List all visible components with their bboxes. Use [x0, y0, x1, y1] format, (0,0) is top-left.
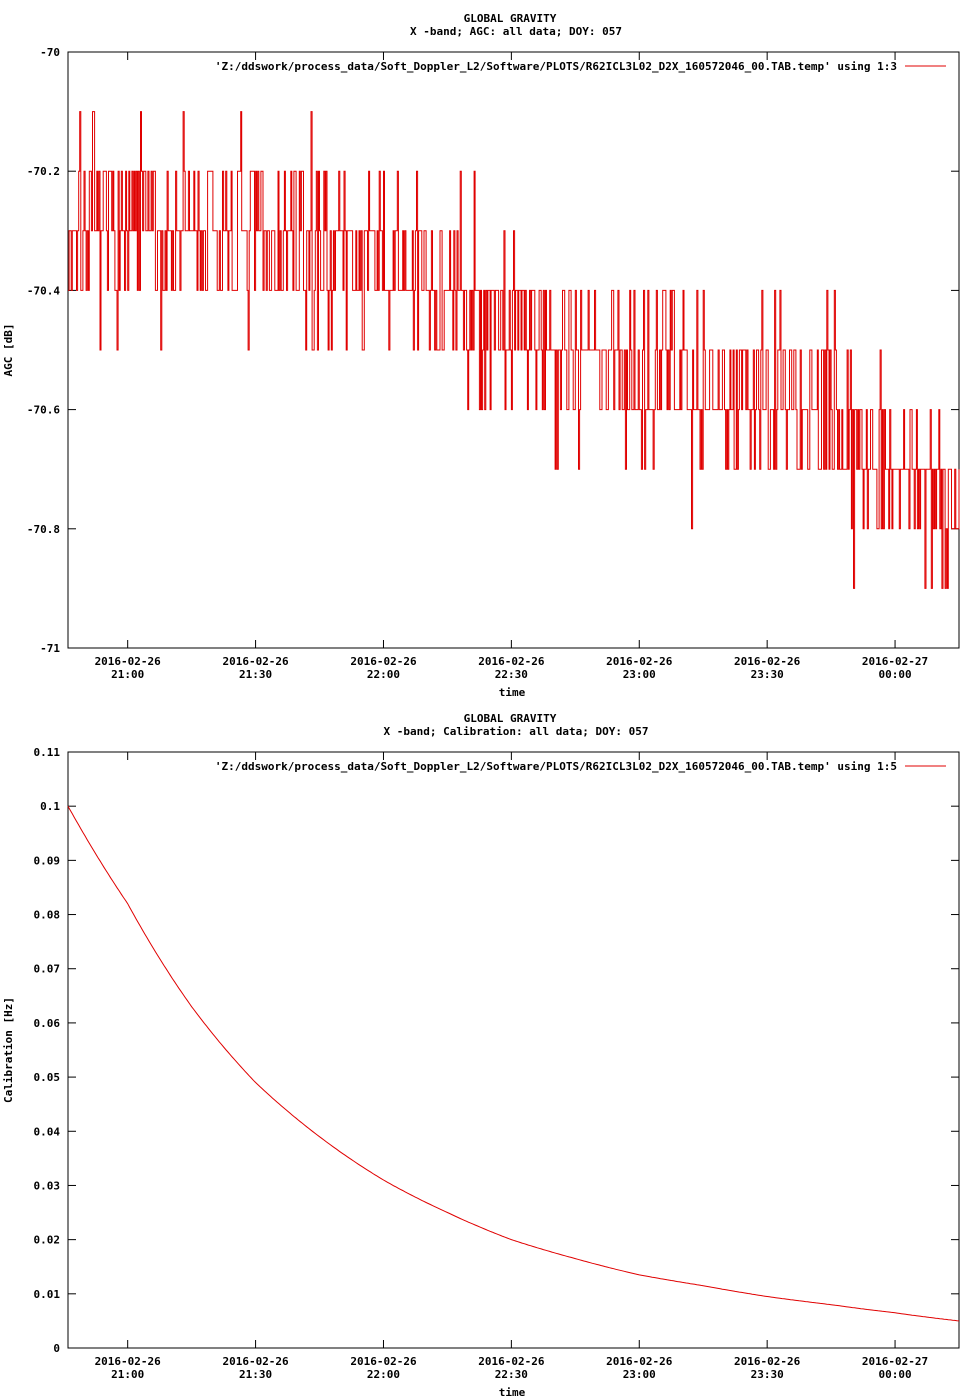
- x-tick-time-label: 00:00: [878, 668, 911, 681]
- x-tick-date-label: 2016-02-26: [734, 1355, 801, 1368]
- y-tick-label: 0.02: [34, 1234, 61, 1247]
- y-tick-label: 0: [53, 1342, 60, 1355]
- x-tick-date-label: 2016-02-26: [350, 655, 417, 668]
- y-tick-label: 0.09: [34, 854, 61, 867]
- calibration-chart-title: GLOBAL GRAVITY: [464, 712, 557, 725]
- x-tick-time-label: 00:00: [878, 1368, 911, 1381]
- calibration-axis-ticks: 0 0.01 0.02 0.03 0.04 0.05 0.06 0.07 0.08 0.09 0.1…: [34, 746, 959, 1381]
- y-tick-label: 0.1: [40, 800, 60, 813]
- agc-chart-subtitle: X -band; AGC: all data; DOY: 057: [410, 25, 622, 38]
- x-tick-time-label: 23:00: [623, 1368, 656, 1381]
- calibration-chart-subtitle: X -band; Calibration: all data; DOY: 057: [384, 725, 649, 738]
- y-tick-label: -70.2: [27, 165, 60, 178]
- agc-plot-frame: [67, 51, 960, 649]
- x-tick-time-label: 23:00: [623, 668, 656, 681]
- y-tick-label: -71: [40, 642, 60, 655]
- y-tick-label: 0.08: [34, 909, 61, 922]
- x-tick-time-label: 21:30: [239, 1368, 272, 1381]
- x-tick-date-label: 2016-02-26: [606, 655, 673, 668]
- x-tick-time-label: 22:00: [367, 1368, 400, 1381]
- calibration-x-axis-label: time: [499, 1386, 526, 1399]
- y-tick-label: -70: [40, 46, 60, 59]
- x-tick-date-label: 2016-02-26: [350, 1355, 417, 1368]
- y-tick-label: 0.04: [34, 1125, 61, 1138]
- y-tick-label: 0.06: [34, 1017, 61, 1030]
- x-tick-time-label: 22:30: [495, 668, 528, 681]
- calibration-y-axis-label: Calibration [Hz]: [2, 997, 15, 1103]
- calibration-legend-label: 'Z:/ddswork/process_data/Soft_Doppler_L2…: [215, 760, 897, 773]
- agc-y-axis-label: AGC [dB]: [2, 324, 15, 377]
- calibration-chart: GLOBAL GRAVITY X -band; Calibration: all…: [2, 712, 960, 1399]
- y-tick-label: 0.01: [34, 1288, 61, 1301]
- agc-axis-ticks: -70-70.2-70.4-70.6-70.8-712016-02-2621:0…: [27, 46, 959, 681]
- agc-legend-label: 'Z:/ddswork/process_data/Soft_Doppler_L2…: [215, 60, 897, 73]
- x-tick-time-label: 22:00: [367, 668, 400, 681]
- x-tick-date-label: 2016-02-26: [95, 1355, 162, 1368]
- y-tick-label: 0.05: [34, 1071, 61, 1084]
- x-tick-time-label: 23:30: [751, 1368, 784, 1381]
- x-tick-date-label: 2016-02-26: [734, 655, 801, 668]
- x-tick-time-label: 21:00: [111, 668, 144, 681]
- y-tick-label: 0.03: [34, 1179, 61, 1192]
- agc-x-axis-label: time: [499, 686, 526, 699]
- agc-series-line: [68, 111, 960, 589]
- x-tick-date-label: 2016-02-27: [862, 655, 928, 668]
- x-tick-date-label: 2016-02-26: [478, 655, 545, 668]
- y-tick-label: 0.07: [34, 963, 61, 976]
- x-tick-time-label: 22:30: [495, 1368, 528, 1381]
- y-tick-label: -70.8: [27, 523, 60, 536]
- x-tick-date-label: 2016-02-27: [862, 1355, 928, 1368]
- x-tick-date-label: 2016-02-26: [95, 655, 162, 668]
- x-tick-date-label: 2016-02-26: [222, 1355, 289, 1368]
- x-tick-date-label: 2016-02-26: [222, 655, 289, 668]
- agc-chart-title: GLOBAL GRAVITY: [464, 12, 557, 25]
- calibration-plot-frame: [67, 751, 960, 1349]
- y-tick-label: -70.6: [27, 404, 60, 417]
- x-tick-date-label: 2016-02-26: [606, 1355, 673, 1368]
- y-tick-label: 0.11: [34, 746, 61, 759]
- y-tick-label: -70.4: [27, 284, 60, 297]
- x-tick-time-label: 21:00: [111, 1368, 144, 1381]
- x-tick-time-label: 21:30: [239, 668, 272, 681]
- calibration-series-line: [67, 805, 960, 1322]
- x-tick-time-label: 23:30: [751, 668, 784, 681]
- x-tick-date-label: 2016-02-26: [478, 1355, 545, 1368]
- agc-chart: GLOBAL GRAVITY X -band; AGC: all data; D…: [2, 12, 960, 699]
